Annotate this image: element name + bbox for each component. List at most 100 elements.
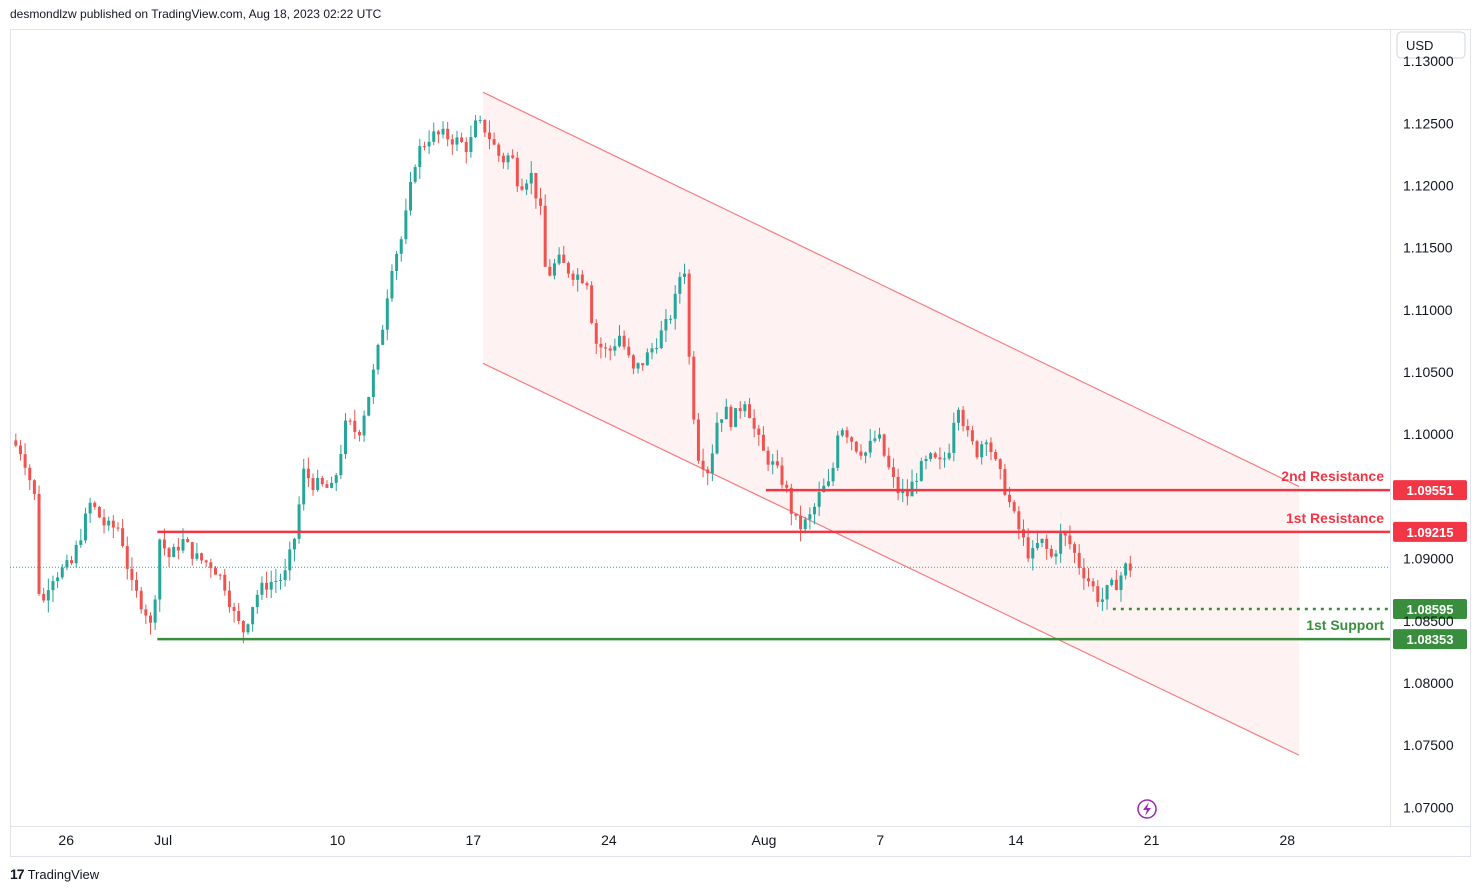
candle-body (1035, 542, 1039, 549)
candle (371, 363, 375, 404)
candle-body (826, 481, 830, 486)
candle (919, 457, 923, 482)
candle (135, 571, 139, 598)
candle (422, 141, 426, 151)
candle-body (320, 477, 324, 485)
candle-body (887, 455, 891, 468)
tradingview-logo-icon: 17 (10, 866, 25, 882)
candle (353, 409, 357, 439)
y-tick-label-1: 1.12500 (1403, 115, 1454, 131)
candle (344, 413, 348, 459)
candle-body (18, 445, 22, 455)
candle-body (1077, 552, 1081, 569)
candle (260, 576, 264, 601)
candle (743, 401, 747, 418)
candle (376, 343, 380, 375)
level-price-tag-2[interactable] (1393, 598, 1467, 619)
candle (659, 320, 663, 350)
candle-body (446, 128, 450, 140)
level-label-1: 1st Resistance (1286, 510, 1384, 526)
candle-body (566, 262, 570, 274)
candle (1059, 523, 1063, 563)
candle-body (83, 513, 87, 541)
candle (487, 120, 491, 150)
candle (306, 457, 310, 488)
candle (274, 568, 278, 594)
candle-body (28, 467, 32, 481)
candle-body (148, 615, 152, 623)
candle (37, 485, 41, 596)
x-tick-label-1: Jul (154, 832, 172, 848)
candle-body (422, 146, 426, 148)
publisher-caption: desmondlzw published on TradingView.com,… (10, 7, 382, 21)
channel-lower-line[interactable] (482, 362, 1300, 756)
candle-body (265, 582, 269, 590)
candle (167, 546, 171, 567)
candle (845, 426, 849, 444)
candle (896, 468, 900, 501)
candle (706, 466, 710, 486)
candle-body (121, 528, 125, 547)
candle-body (599, 343, 603, 348)
lightning-icon[interactable] (1137, 799, 1157, 819)
candle (1100, 587, 1104, 612)
currency-box[interactable] (1396, 31, 1466, 59)
x-tick-label-4: 24 (601, 832, 617, 848)
candle (1086, 568, 1090, 587)
level-price-tag-0[interactable] (1393, 480, 1467, 501)
candle-body (288, 549, 292, 571)
candle-body (497, 144, 501, 156)
candle-body (576, 274, 580, 280)
candle-body (994, 452, 998, 460)
candle-body (1073, 544, 1077, 553)
candle-body (780, 465, 784, 485)
candle (14, 433, 18, 447)
channel-upper-line[interactable] (482, 91, 1300, 487)
y-tick-label-11: 1.07000 (1403, 799, 1454, 815)
candle-body (135, 579, 139, 591)
candle (864, 451, 868, 464)
y-tick-label-2: 1.12000 (1403, 177, 1454, 193)
candle (209, 558, 213, 578)
candle (65, 554, 69, 571)
candle (938, 447, 942, 470)
candle (1063, 531, 1067, 547)
candle (469, 125, 473, 158)
candle (348, 418, 352, 426)
candle (413, 164, 417, 184)
tradingview-footer[interactable]: 17 TradingView (10, 866, 99, 882)
candle (557, 247, 561, 266)
candle-body (23, 454, 27, 468)
candle (255, 590, 259, 614)
candle (650, 342, 654, 360)
candle (1096, 580, 1100, 607)
level-price-tag-3[interactable] (1393, 629, 1467, 650)
candle (1012, 500, 1016, 514)
chart-frame (10, 29, 1471, 857)
candle-body (580, 274, 584, 284)
candle (539, 187, 543, 216)
candle-body (943, 458, 947, 460)
candle-body (631, 355, 635, 369)
candle (325, 480, 329, 489)
candle-body (622, 335, 626, 347)
candle-body (803, 519, 807, 530)
candle-body (1086, 578, 1090, 582)
level-price-tag-1[interactable] (1393, 521, 1467, 542)
candle (710, 444, 714, 482)
candle-body (251, 607, 255, 625)
candle (478, 115, 482, 124)
candle-body (409, 181, 413, 211)
candle-body (938, 457, 942, 460)
candle-body (381, 329, 385, 345)
candle (854, 440, 858, 454)
candle-body (190, 542, 194, 559)
candle-body (761, 434, 765, 451)
candle-body (947, 452, 951, 459)
candle (998, 458, 1002, 480)
candle-body (260, 582, 264, 595)
candle-body (344, 420, 348, 455)
candle-body (1110, 579, 1114, 586)
candle-body (371, 369, 375, 397)
